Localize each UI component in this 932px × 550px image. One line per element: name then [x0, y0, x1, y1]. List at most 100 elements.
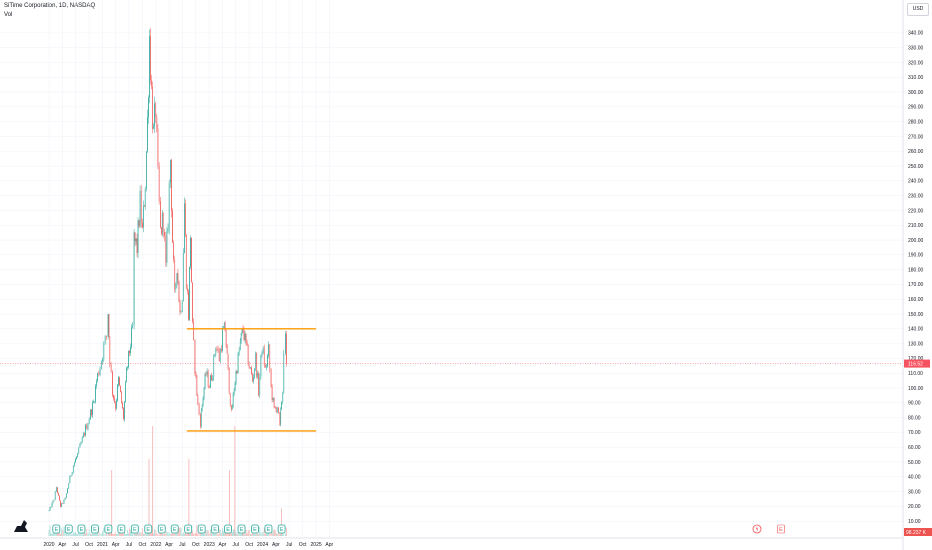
- candle-body: [162, 212, 164, 233]
- candle-body: [216, 348, 218, 350]
- earnings-marker[interactable]: E: [197, 524, 206, 534]
- earnings-marker[interactable]: E: [184, 524, 193, 534]
- volume-bar: [185, 533, 187, 536]
- candle-body: [62, 503, 64, 504]
- candle-body: [150, 80, 152, 87]
- volume-bar: [218, 528, 220, 536]
- earnings-marker[interactable]: E: [211, 524, 219, 534]
- earnings-marker[interactable]: E: [117, 524, 126, 534]
- earnings-marker-box: [77, 524, 86, 534]
- candle-body: [179, 301, 181, 313]
- volume-bar: [144, 531, 146, 536]
- currency-button[interactable]: USD: [907, 3, 929, 16]
- price-tick-label: 300.00: [908, 90, 924, 96]
- price-tick-label: 280.00: [908, 119, 924, 125]
- volume-bar: [285, 533, 286, 536]
- volume-bar: [147, 533, 148, 536]
- price-tick-label: 260.00: [908, 149, 924, 155]
- candle-body: [140, 190, 142, 223]
- earnings-marker[interactable]: E: [224, 524, 232, 534]
- tradingview-logo-icon: [14, 520, 28, 532]
- candle-body: [171, 159, 172, 211]
- candle-body: [271, 386, 273, 401]
- candle-body: [90, 409, 91, 420]
- volume-bar: [104, 533, 106, 536]
- earnings-marker[interactable]: E: [91, 524, 99, 534]
- earnings-marker-label: E: [133, 527, 137, 533]
- earnings-marker[interactable]: E: [264, 524, 273, 534]
- earnings-marker[interactable]: E: [130, 524, 139, 534]
- candle-body: [255, 353, 257, 369]
- candle-body: [219, 348, 221, 362]
- volume-bar: [165, 531, 167, 536]
- time-tick-label: Jul: [286, 542, 292, 548]
- candle-body: [108, 314, 110, 337]
- candle-body: [265, 365, 266, 368]
- volume-bar: [259, 526, 261, 536]
- volume-bar: [238, 532, 240, 536]
- last-volume-badge: 98.237 K: [904, 528, 932, 536]
- candle-body: [120, 385, 121, 393]
- candle-body: [114, 398, 115, 403]
- volume-bar: [130, 530, 131, 536]
- earnings-marker[interactable]: E: [251, 524, 259, 534]
- earnings-marker[interactable]: E: [64, 524, 73, 534]
- candle-body: [190, 237, 191, 267]
- volume-bar: [50, 533, 52, 536]
- candle-body: [129, 350, 130, 354]
- earnings-marker[interactable]: E: [277, 524, 286, 534]
- earnings-marker[interactable]: E: [77, 524, 86, 534]
- split-marker[interactable]: [752, 524, 762, 534]
- earnings-marker[interactable]: E: [144, 524, 153, 534]
- price-tick-label: 310.00: [908, 75, 924, 81]
- earnings-marker-box: [184, 524, 193, 534]
- future-earnings-marker[interactable]: E: [777, 524, 785, 534]
- candle-body: [116, 400, 117, 409]
- earnings-marker[interactable]: E: [237, 524, 246, 534]
- volume-bar: [275, 533, 277, 536]
- time-tick-label: Apr: [219, 542, 227, 548]
- candle-body: [268, 344, 269, 356]
- volume-bar: [278, 531, 279, 536]
- candle-body: [279, 412, 281, 425]
- volume-bar: [98, 527, 100, 536]
- candle-layer: [48, 28, 287, 512]
- price-tick-label: 190.00: [908, 253, 924, 259]
- volume-bar: [115, 532, 117, 536]
- volume-bar: [181, 533, 183, 536]
- candle-body: [207, 371, 209, 387]
- volume-bar: [107, 532, 109, 536]
- volume-bar: [208, 533, 210, 536]
- volume-bar: [201, 532, 203, 536]
- volume-bar: [60, 533, 61, 536]
- candle-body: [69, 475, 71, 484]
- volume-bar: [190, 531, 191, 536]
- volume-bar: [280, 533, 282, 536]
- candle-body: [107, 314, 109, 337]
- volume-bar: [255, 533, 257, 536]
- earnings-marker[interactable]: E: [157, 524, 166, 534]
- price-tick-label: 210.00: [908, 223, 924, 229]
- earnings-marker-box: [264, 524, 273, 534]
- volume-bar: [214, 533, 216, 536]
- volume-bar: [140, 532, 142, 536]
- volume-bar: [153, 533, 154, 536]
- earnings-marker[interactable]: E: [170, 524, 179, 534]
- earnings-marker-label: E: [54, 527, 58, 533]
- earnings-marker[interactable]: E: [52, 524, 61, 534]
- volume-bar: [207, 530, 209, 536]
- earnings-marker[interactable]: E: [104, 524, 113, 534]
- candle-body: [211, 375, 212, 381]
- candle-body: [188, 291, 189, 320]
- candle-body: [185, 234, 187, 289]
- volume-bar: [69, 531, 71, 536]
- candle-body: [169, 159, 171, 184]
- time-tick-label: 2024: [257, 542, 268, 548]
- price-tick-label: 160.00: [908, 297, 924, 303]
- volume-bar: [76, 533, 77, 536]
- candle-body: [258, 373, 260, 396]
- candle-body: [269, 344, 271, 370]
- volume-bar: [131, 531, 132, 536]
- candle-body: [58, 492, 59, 496]
